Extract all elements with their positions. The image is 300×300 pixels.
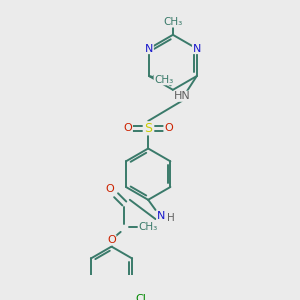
Text: N: N <box>145 44 153 54</box>
Text: H: H <box>167 213 175 223</box>
Text: O: O <box>164 123 173 133</box>
Text: HN: HN <box>174 91 190 101</box>
Text: O: O <box>105 184 114 194</box>
Text: CH₃: CH₃ <box>154 75 173 85</box>
Text: O: O <box>107 235 116 245</box>
Text: N: N <box>193 44 201 54</box>
Text: Cl: Cl <box>135 294 146 300</box>
Text: N: N <box>157 211 165 221</box>
Text: O: O <box>124 123 132 133</box>
Text: S: S <box>144 122 152 135</box>
Text: CH₃: CH₃ <box>139 222 158 232</box>
Text: CH₃: CH₃ <box>163 17 182 27</box>
